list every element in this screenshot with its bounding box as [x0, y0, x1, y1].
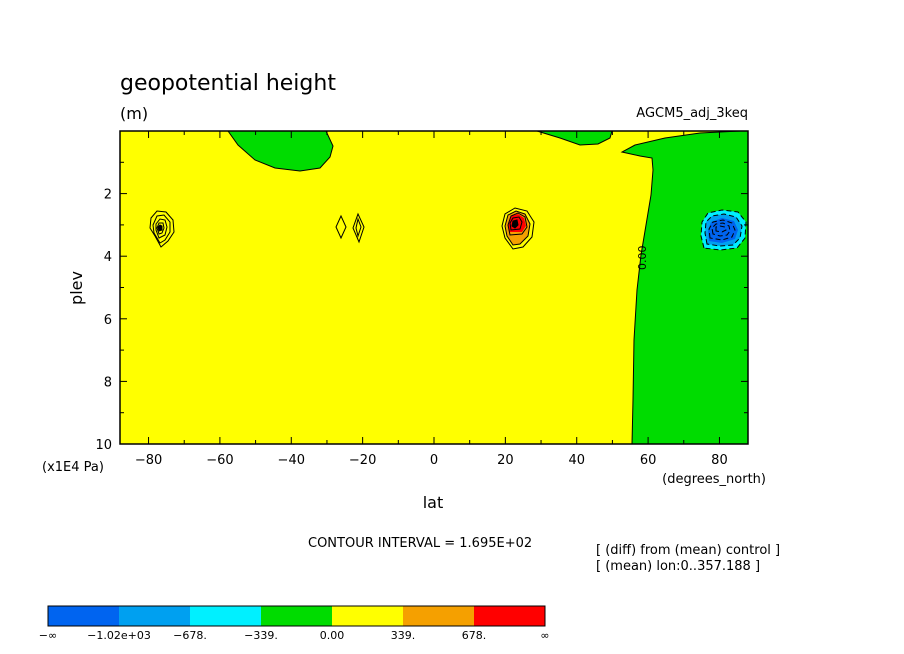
colorbar-swatch: [332, 606, 403, 626]
colorbar-frame: [47, 605, 546, 627]
chart-title: geopotential height: [120, 71, 336, 96]
y-axis: 2 4 6 8 10: [95, 161, 748, 453]
y-tick-label: 6: [104, 313, 112, 328]
colorbar-label: −678.: [173, 629, 207, 642]
colorbar: [47, 605, 546, 627]
contour-interval: CONTOUR INTERVAL = 1.695E+02: [308, 536, 532, 551]
y-tick-label: 4: [104, 250, 112, 265]
colorbar-label: 678.: [462, 629, 487, 642]
y-axis-label: plev: [67, 271, 86, 305]
x-axis-units: (degrees_north): [662, 472, 766, 487]
colorbar-label: 339.: [391, 629, 416, 642]
colorbar-label: 0.00: [320, 629, 345, 642]
colorbar-swatch: [261, 606, 332, 626]
colorbar-label: −∞: [39, 629, 57, 642]
x-tick-label: −60: [206, 453, 233, 468]
colorbar-label: −1.02e+03: [87, 629, 151, 642]
x-tick-label: 60: [640, 453, 657, 468]
negative-min-east: [700, 209, 747, 251]
colorbar-swatch: [190, 606, 261, 626]
x-tick-label: −20: [349, 453, 376, 468]
positive-max-west: [149, 210, 175, 248]
positive-max-mid: [501, 207, 535, 250]
small-contour-a: [335, 214, 347, 240]
colorbar-label: −339.: [244, 629, 278, 642]
x-tick-label: 20: [497, 453, 514, 468]
small-contour-b: [352, 212, 365, 244]
x-tick-label: −80: [135, 453, 162, 468]
field-negative-top-left: [227, 130, 334, 172]
y-tick-label: 8: [104, 375, 112, 390]
note-diff: [ (diff) from (mean) control ]: [596, 543, 780, 558]
colorbar-swatch: [474, 606, 545, 626]
y-axis-units: (x1E4 Pa): [42, 460, 104, 475]
x-axis: −80 −60 −40 −20 0 20 40 60 80: [135, 131, 728, 468]
colorbar-label: ∞: [540, 629, 549, 642]
contour-label-zero: 0.00: [636, 246, 649, 271]
colorbar-swatch: [403, 606, 474, 626]
dataset-label: AGCM5_adj_3keq: [636, 106, 748, 121]
y-tick-label: 2: [104, 188, 112, 203]
field-negative-region: [620, 130, 749, 445]
chart-units: (m): [120, 104, 148, 123]
note-mean: [ (mean) lon:0..357.188 ]: [596, 559, 760, 574]
colorbar-swatch: [119, 606, 190, 626]
x-tick-label: 40: [568, 453, 585, 468]
x-tick-label: 0: [430, 453, 438, 468]
y-tick-label: 10: [95, 438, 112, 453]
colorbar-swatch: [48, 606, 119, 626]
plot-area: 0.00: [119, 130, 749, 445]
x-tick-label: 80: [711, 453, 728, 468]
x-tick-label: −40: [278, 453, 305, 468]
x-axis-label: lat: [423, 493, 444, 512]
colorbar-labels: −∞ −1.02e+03 −678. −339. 0.00 339. 678. ∞: [39, 629, 550, 642]
